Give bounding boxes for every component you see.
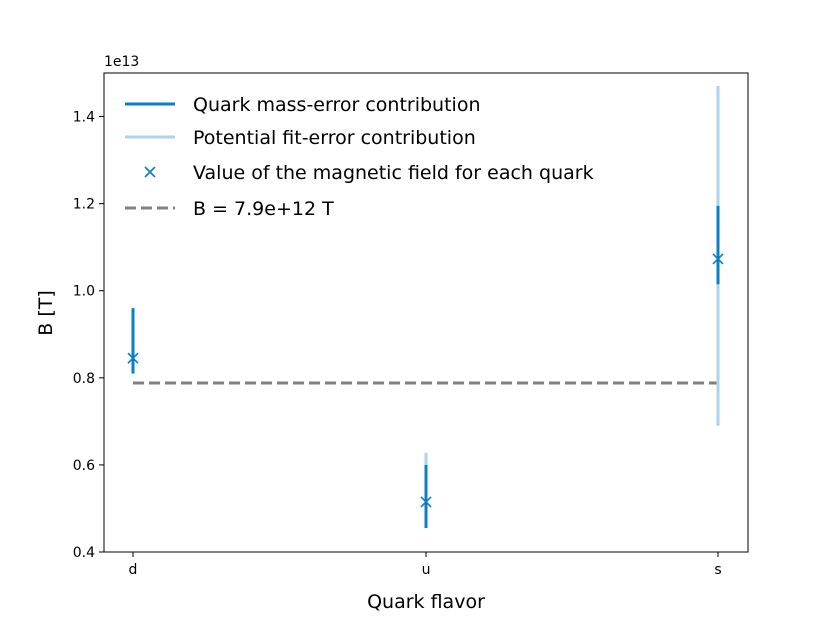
x-tick-label-u: u — [422, 562, 431, 578]
error-bars — [131, 86, 720, 529]
legend: Quark mass-error contribution Potential f… — [125, 94, 594, 220]
x-tick-label-d: d — [129, 562, 138, 578]
value-marker-d — [127, 352, 139, 364]
legend-label-3: B = 7.9e+12 T — [193, 198, 334, 220]
data-markers — [127, 253, 724, 508]
legend-label-0: Quark mass-error contribution — [193, 94, 481, 116]
y-tick-label-0.8: 0.8 — [73, 371, 95, 387]
y-tick-label-1.4: 1.4 — [73, 110, 95, 126]
legend-label-1: Potential fit-error contribution — [193, 127, 476, 149]
y-axis-title: B [T] — [35, 290, 57, 336]
legend-label-2: Value of the magnetic field for each qua… — [193, 162, 594, 184]
y-tick-label-0.6: 0.6 — [73, 458, 95, 474]
legend-swatch-2 — [144, 166, 156, 178]
y-tick-label-0.4: 0.4 — [73, 545, 95, 561]
x-tick-label-s: s — [714, 562, 721, 578]
x-axis-title: Quark flavor — [367, 591, 485, 613]
y-scale-label: 1e13 — [104, 54, 139, 70]
value-marker-u — [420, 496, 432, 508]
y-tick-label-1.2: 1.2 — [73, 197, 95, 213]
value-marker-s — [712, 253, 724, 265]
axes: d u s 0.4 0.6 0.8 1.0 1.2 1.4 — [73, 110, 722, 578]
y-tick-label-1.0: 1.0 — [73, 284, 95, 300]
